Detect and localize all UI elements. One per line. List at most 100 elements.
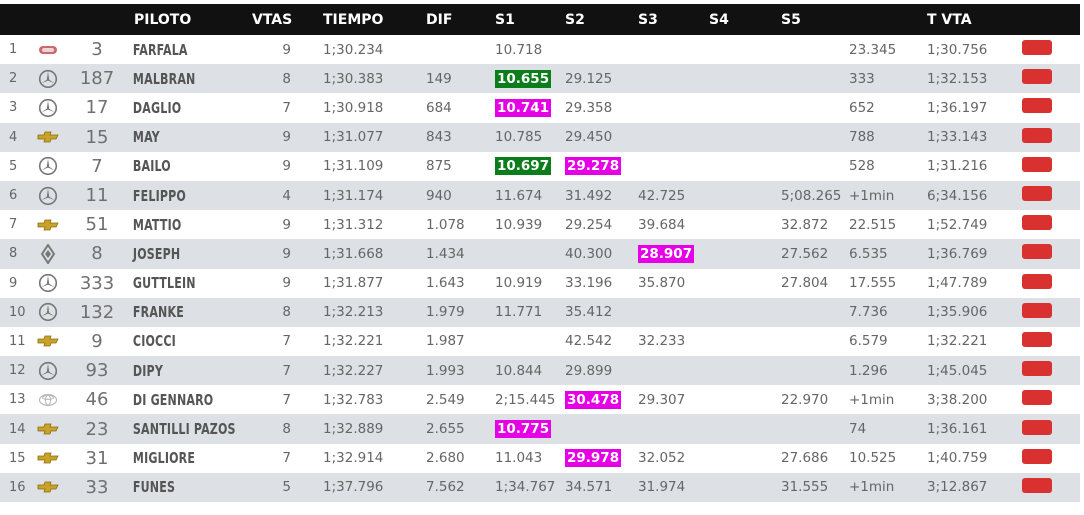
gap-cell: 2.655 (426, 421, 465, 438)
red-flag-indicator (1022, 40, 1052, 56)
header-s5: S5 (781, 11, 801, 28)
gap-cell: 940 (426, 187, 452, 204)
sector-s5-cell (775, 327, 849, 356)
red-flag-indicator (1022, 390, 1052, 406)
sector-s1-cell: 10.775 (487, 414, 559, 443)
position-cell: 2 (9, 71, 18, 87)
sector-s3-cell: 32.233 (638, 333, 686, 350)
table-row: 4 15 MAY 9 1;31.077 843 10.785 29.450 788 1;33.14… (0, 122, 1080, 152)
sector-s3-cell: 32.052 (638, 450, 686, 467)
lap-time-cell: 1;40.759 (927, 450, 988, 467)
last-lap-delta-cell: 17.555 (849, 275, 897, 292)
flag-cell (1022, 414, 1080, 443)
sector-s2-cell: 34.571 (565, 479, 613, 496)
gap-cell: 1.434 (426, 245, 465, 262)
sector-best-badge: 28.907 (638, 244, 695, 263)
flag-cell (1022, 444, 1080, 473)
gap-cell: 1.987 (426, 333, 465, 350)
gap-cell: 1.993 (426, 362, 465, 379)
flag-cell (1022, 473, 1080, 502)
last-lap-delta-cell: 7.736 (849, 304, 888, 321)
flag-cell (1022, 385, 1080, 414)
table-row: 14 23 SANTILLI PAZOS 8 1;32.889 2.655 10.775 74… (0, 414, 1080, 444)
sector-s5-cell: 27.804 (781, 275, 829, 292)
sector-s2-cell: 33.196 (565, 275, 613, 292)
last-lap-delta-cell: 652 (849, 99, 875, 116)
best-time-cell: 1;31.109 (323, 158, 384, 175)
header-s2: S2 (565, 11, 585, 28)
flag-cell (1022, 35, 1080, 64)
sector-s3-cell: 31.974 (638, 479, 686, 496)
sector-s1-cell: 1;34.767 (495, 479, 556, 496)
last-lap-delta-cell: 6.535 (849, 245, 888, 262)
laps-cell: 7 (282, 450, 291, 467)
position-cell: 14 (9, 421, 26, 437)
gap-cell: 149 (426, 70, 452, 87)
position-cell: 4 (9, 129, 18, 145)
position-cell: 12 (9, 363, 26, 379)
red-flag-indicator (1022, 156, 1052, 172)
red-flag-indicator (1022, 98, 1052, 114)
best-time-cell: 1;32.221 (323, 333, 384, 350)
car-number-cell: 31 (85, 447, 109, 469)
sector-s4-cell (703, 327, 775, 356)
sector-s5-cell: 5;08.265 (781, 187, 842, 204)
pilot-name-cell: GUTTLEIN (132, 274, 196, 293)
sector-s4-cell (703, 123, 775, 152)
lap-time-cell: 1;32.221 (927, 333, 988, 350)
mercedes-logo-icon (30, 356, 66, 385)
pilot-name-cell: FELIPPO (132, 186, 186, 205)
best-time-cell: 1;32.213 (323, 304, 384, 321)
lap-time-cell: 1;36.161 (927, 421, 988, 438)
best-time-cell: 1;31.668 (323, 245, 384, 262)
sector-s2-cell: 30.478 (559, 385, 632, 414)
sector-s1-cell (487, 239, 559, 268)
position-cell: 10 (9, 304, 26, 320)
lap-time-cell: 1;32.153 (927, 70, 988, 87)
header-piloto: PILOTO (134, 11, 192, 28)
car-number-cell: 46 (85, 389, 109, 411)
flag-cell (1022, 152, 1080, 181)
sector-s5-cell: 32.872 (781, 216, 829, 233)
sector-s5-cell (775, 123, 849, 152)
sector-s5-cell (775, 356, 849, 385)
lap-time-cell: 3;12.867 (927, 479, 988, 496)
flag-cell (1022, 210, 1080, 239)
sector-s3-cell: 29.307 (638, 391, 686, 408)
position-cell: 11 (9, 333, 26, 349)
position-cell: 9 (9, 275, 18, 291)
best-time-cell: 1;30.383 (323, 70, 384, 87)
laps-cell: 9 (282, 216, 291, 233)
sector-s3-cell (632, 356, 703, 385)
pilot-name-cell: MALBRAN (132, 69, 196, 88)
table-row: 11 9 CIOCCI 7 1;32.221 1.987 42.542 32.233 6.579… (0, 326, 1080, 357)
sector-s5-cell: 22.970 (781, 391, 829, 408)
red-flag-indicator (1022, 69, 1052, 85)
pilot-name-cell: FUNES (132, 478, 176, 497)
car-number-cell: 15 (85, 126, 109, 148)
laps-cell: 4 (282, 187, 291, 204)
laps-cell: 9 (282, 275, 291, 292)
sector-s1-cell: 11.043 (495, 450, 543, 467)
red-flag-indicator (1022, 186, 1052, 202)
position-cell: 5 (9, 158, 18, 174)
mercedes-logo-icon (30, 64, 66, 93)
chevrolet-logo-icon (30, 327, 66, 356)
table-row: 7 51 MATTIO 9 1;31.312 1.078 10.939 29.254 39.68… (0, 210, 1080, 240)
lap-time-cell: 1;36.197 (927, 99, 988, 116)
sector-s3-cell: 28.907 (632, 239, 703, 268)
sector-s2-cell: 29.899 (565, 362, 613, 379)
header-pos (0, 4, 30, 35)
sector-s1-cell: 10.844 (495, 362, 543, 379)
table-row: 15 31 MIGLIORE 7 1;32.914 2.680 11.043 29.978 32… (0, 443, 1080, 473)
red-flag-indicator (1022, 448, 1052, 464)
red-flag-indicator (1022, 477, 1052, 493)
position-cell: 3 (9, 100, 18, 116)
best-time-cell: 1;37.796 (323, 479, 384, 496)
sector-s3-cell (632, 93, 703, 122)
car-number-cell: 9 (91, 330, 103, 352)
pilot-name-cell: SANTILLI PAZOS (132, 420, 236, 439)
lap-time-cell: 1;35.906 (927, 304, 988, 321)
header-logo (30, 4, 66, 35)
lap-time-cell: 1;45.045 (927, 362, 988, 379)
